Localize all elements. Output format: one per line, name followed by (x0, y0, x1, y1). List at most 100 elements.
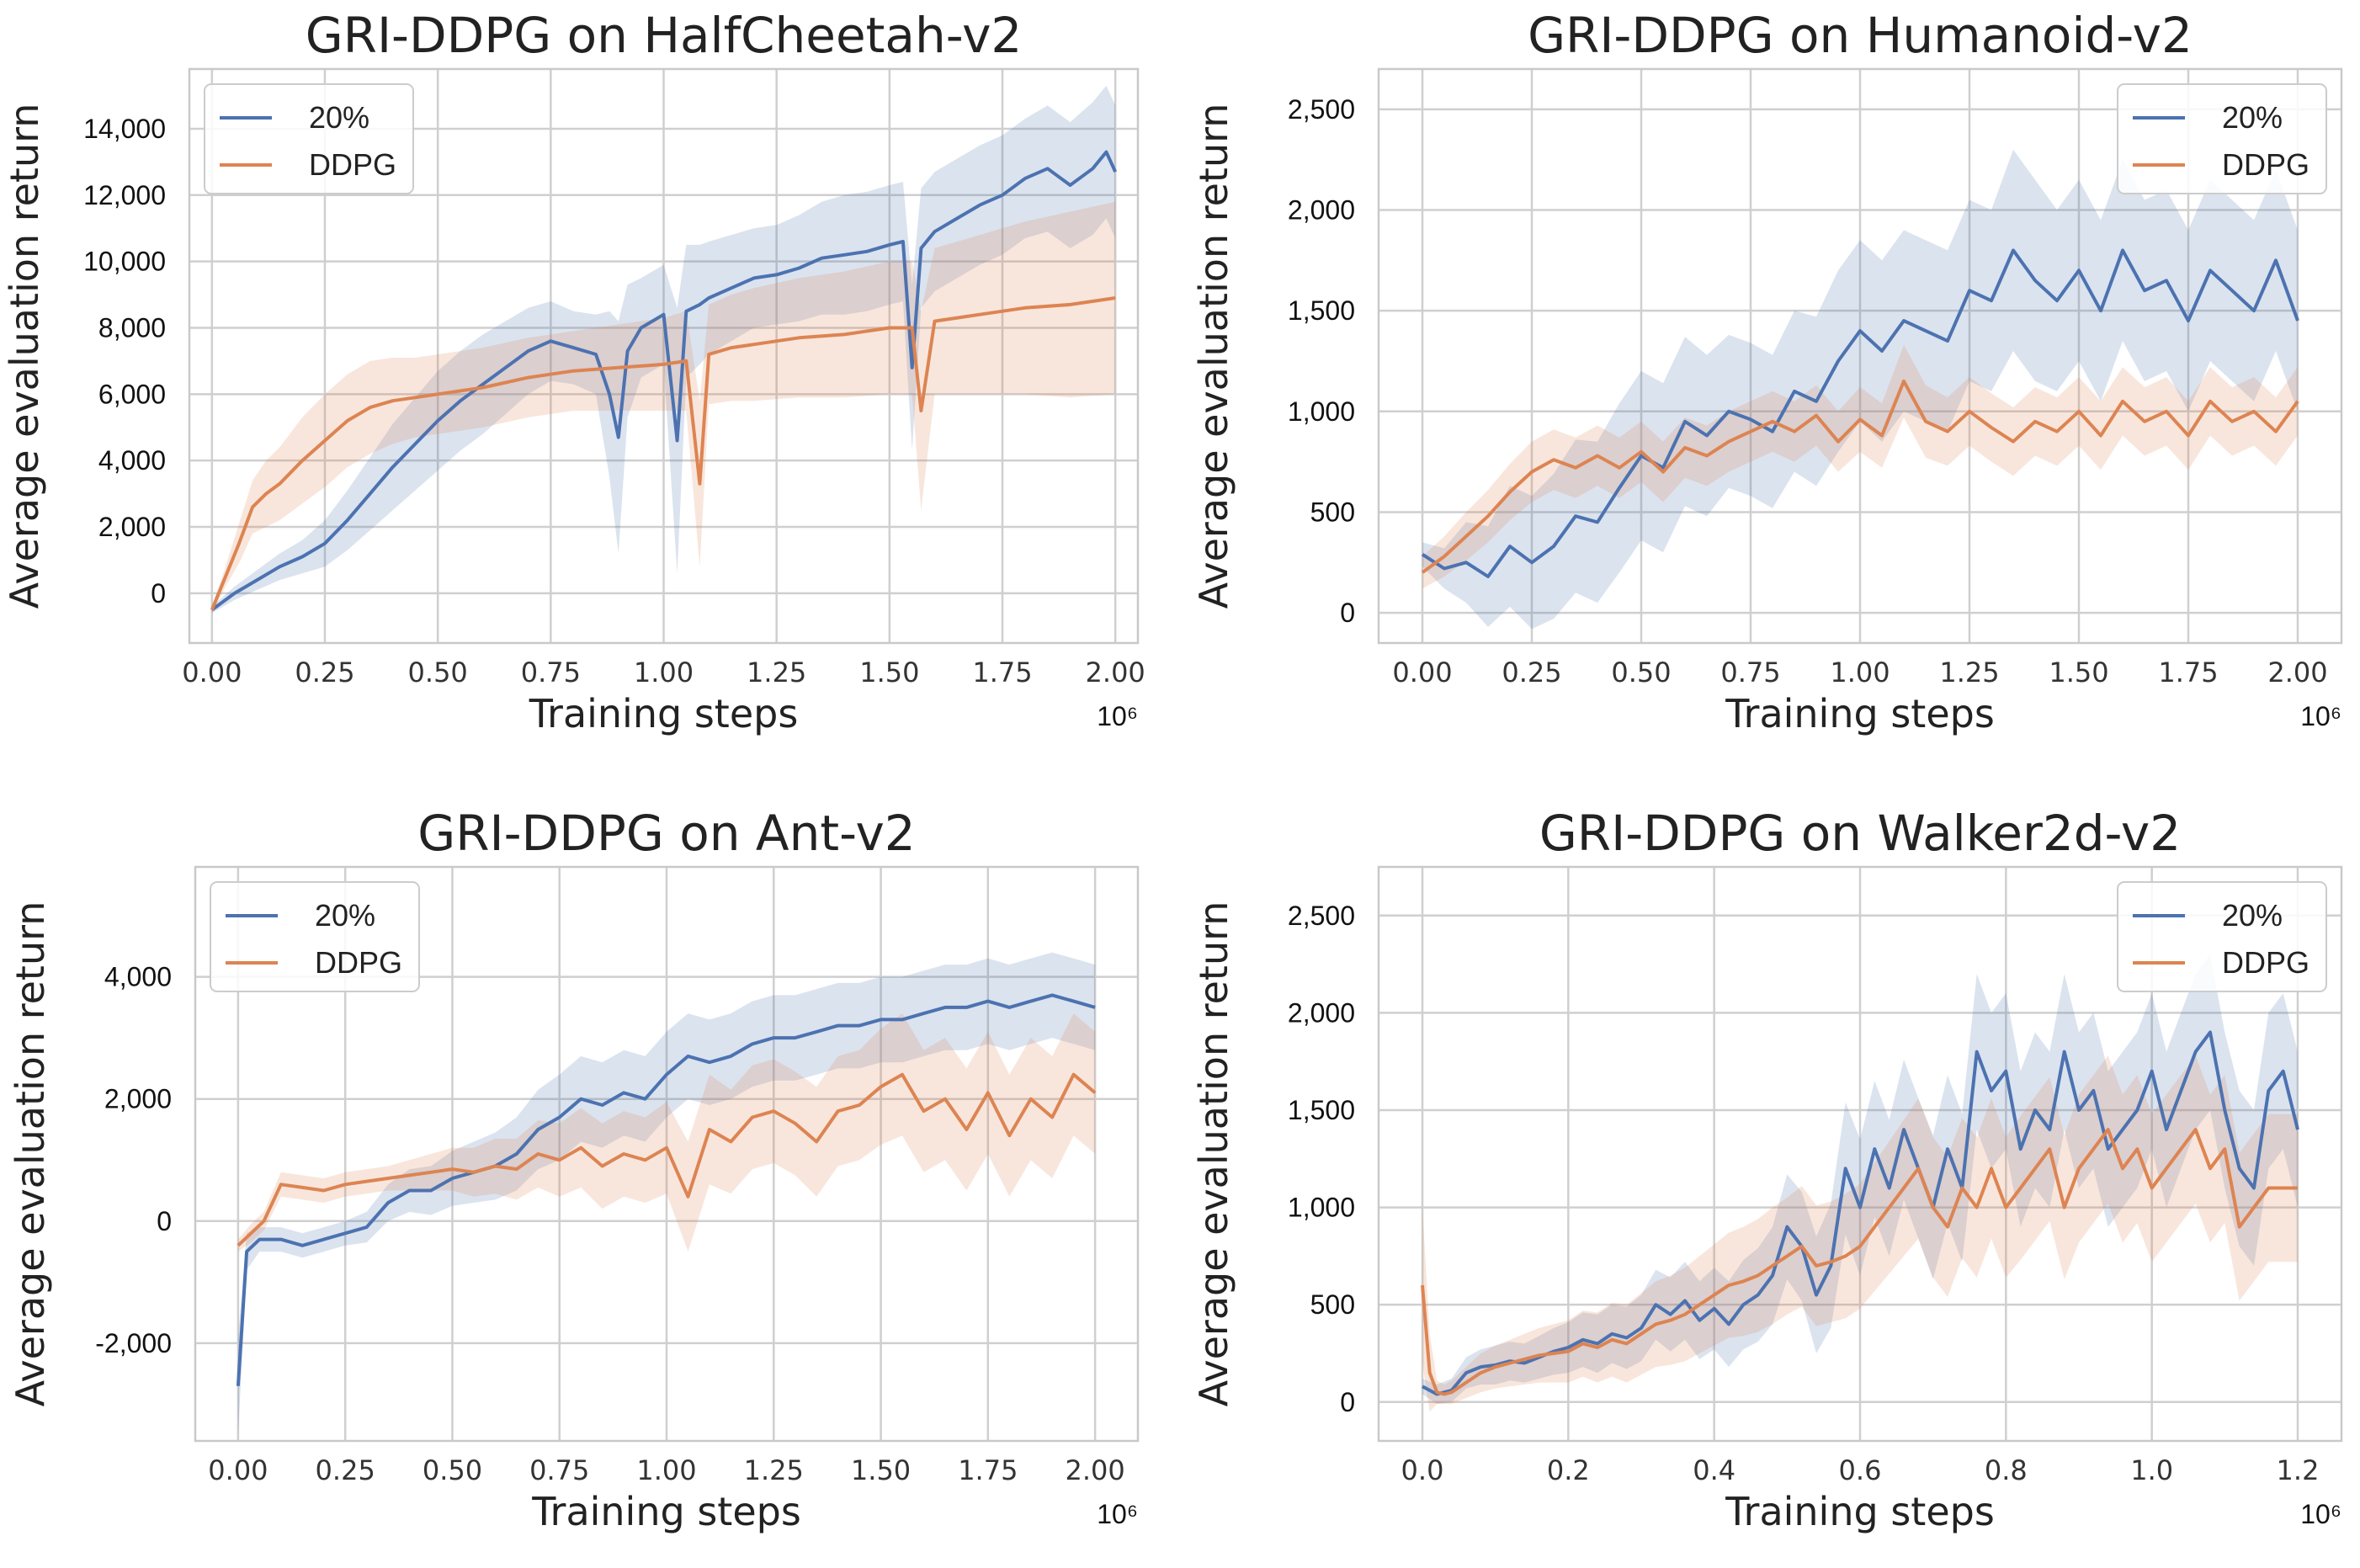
humanoid-chart: 0.00 0.25 0.50 0.75 1.00 1.25 1.50 1.75 2.00 0 500… (1191, 7, 2343, 736)
plot-area (236, 952, 1097, 1435)
x-tick-label: 0.00 (182, 656, 242, 688)
series-0-band (1422, 954, 2298, 1405)
x-tick-label: 1.2 (2277, 1454, 2320, 1486)
series-1-line (1421, 1128, 2298, 1396)
chart-title: GRI-DDPG on Ant-v2 (417, 805, 915, 862)
y-tick-label: 2,000 (1288, 997, 1355, 1028)
series-1-band (1422, 344, 2298, 589)
y-tick-label: 500 (1310, 497, 1355, 527)
x-offset-label: 10⁶ (1097, 701, 1138, 731)
y-tick-label: 2,500 (1288, 901, 1355, 931)
x-tick-label: 0.4 (1693, 1454, 1735, 1486)
x-tick-label: 2.00 (1086, 656, 1145, 688)
x-axis-label: Training steps (1725, 691, 1995, 736)
x-tick-label: 1.75 (2158, 656, 2218, 688)
x-tick-label: 0.25 (316, 1454, 375, 1486)
series-1-line (237, 1072, 1097, 1247)
y-tick-label: 0 (151, 578, 166, 609)
x-tick-label: 0.25 (295, 656, 354, 688)
plot-frame (1377, 67, 2343, 645)
series-0-band (211, 85, 1116, 614)
x-tick-label: 1.00 (636, 1454, 696, 1486)
x-tick-label: 0.8 (1985, 1454, 2028, 1486)
series-0-line (1421, 248, 2299, 578)
legend-entry: DDPG (2222, 945, 2310, 980)
x-tick-label: 0.00 (1392, 656, 1452, 688)
legend-entry: 20% (2222, 898, 2283, 933)
x-tick-label: 0.2 (1547, 1454, 1590, 1486)
x-tick-label: 1.25 (744, 1454, 804, 1486)
series-1-band (237, 1013, 1096, 1252)
x-tick-label: 1.50 (851, 1454, 911, 1486)
y-tick-label: 1,500 (1288, 1095, 1355, 1125)
y-tick-label: 2,500 (1288, 94, 1355, 125)
x-tick-label: 1.50 (2049, 656, 2108, 688)
x-offset-label: 10⁶ (2300, 701, 2341, 731)
x-tick-label: 2.00 (2267, 656, 2327, 688)
x-tick-label: 0.50 (408, 656, 468, 688)
y-tick-label: -2,000 (95, 1328, 172, 1358)
walker2d-chart: 0.0 0.2 0.4 0.6 0.8 1.0 1.2 0 500 1,000 1,500 2,000… (1191, 805, 2343, 1534)
x-offset-label: 10⁶ (1097, 1499, 1138, 1529)
ant-chart: 0.00 0.25 0.50 0.75 1.00 1.25 1.50 1.75 2.00 -2,0… (8, 805, 1140, 1534)
y-tick-label: 2,000 (1288, 195, 1355, 226)
y-tick-label: 0 (1340, 598, 1355, 628)
x-tick-label: 1.00 (634, 656, 694, 688)
x-tick-label: 0.0 (1401, 1454, 1444, 1486)
y-tick-label: 500 (1310, 1289, 1355, 1320)
x-tick-label: 1.00 (1830, 656, 1890, 688)
y-axis-label: Average evaluation return (2, 104, 47, 609)
legend: 20% DDPG (2117, 83, 2327, 194)
plot-area (1421, 149, 2299, 630)
x-tick-label: 0.00 (208, 1454, 268, 1486)
y-tick-label: 8,000 (98, 312, 166, 343)
x-tick-label: 1.25 (1939, 656, 1999, 688)
y-tick-label: 1,000 (1288, 396, 1355, 427)
x-tick-label: 1.50 (859, 656, 919, 688)
series-0-line (210, 150, 1118, 612)
x-tick-label: 0.25 (1502, 656, 1561, 688)
x-tick-label: 0.50 (1611, 656, 1671, 688)
plot-frame (1377, 865, 2343, 1443)
y-tick-label: 4,000 (98, 445, 166, 476)
series-1-line (210, 296, 1116, 611)
halfcheetah-chart: 0.00 0.25 0.50 0.75 1.00 1.25 1.50 1.75 2.00 0 2,0… (2, 7, 1145, 736)
x-tick-label: 1.25 (747, 656, 806, 688)
y-axis-label: Average evaluation return (1191, 901, 1236, 1407)
series-0-line (1422, 1030, 2299, 1396)
legend-entry: DDPG (309, 147, 396, 182)
chart-title: GRI-DDPG on HalfCheetah-v2 (306, 7, 1023, 64)
series-0-band (237, 952, 1096, 1435)
y-axis-label: Average evaluation return (1191, 104, 1236, 609)
x-tick-label: 0.75 (1720, 656, 1780, 688)
legend-entry: 20% (2222, 100, 2283, 135)
x-axis-label: Training steps (531, 1489, 801, 1534)
x-tick-label: 1.75 (972, 656, 1032, 688)
legend-entry: 20% (315, 898, 375, 933)
legend-entry: DDPG (2222, 147, 2310, 182)
x-axis-label: Training steps (529, 691, 799, 736)
chart-title: GRI-DDPG on Humanoid-v2 (1528, 7, 2193, 64)
y-tick-label: 10,000 (83, 247, 166, 277)
series-1-line (1421, 379, 2299, 574)
y-tick-label: 2,000 (104, 1084, 172, 1114)
y-tick-label: 4,000 (104, 962, 172, 992)
x-tick-label: 0.75 (529, 1454, 589, 1486)
plot-area (1421, 954, 2299, 1412)
y-tick-label: 0 (1340, 1387, 1355, 1417)
legend-entry: 20% (309, 100, 369, 135)
x-tick-label: 0.75 (521, 656, 581, 688)
legend: 20% DDPG (210, 881, 420, 992)
x-tick-label: 1.0 (2130, 1454, 2173, 1486)
y-tick-label: 1,500 (1288, 295, 1355, 326)
series-1-band (1422, 1055, 2298, 1412)
x-axis-label: Training steps (1725, 1489, 1995, 1534)
plot-area (210, 85, 1118, 614)
chart-title: GRI-DDPG on Walker2d-v2 (1539, 805, 2181, 862)
y-tick-label: 0 (157, 1206, 172, 1236)
plot-frame (188, 67, 1140, 645)
x-tick-label: 1.75 (958, 1454, 1018, 1486)
legend-entry: DDPG (315, 945, 402, 980)
series-0-line (236, 993, 1096, 1386)
